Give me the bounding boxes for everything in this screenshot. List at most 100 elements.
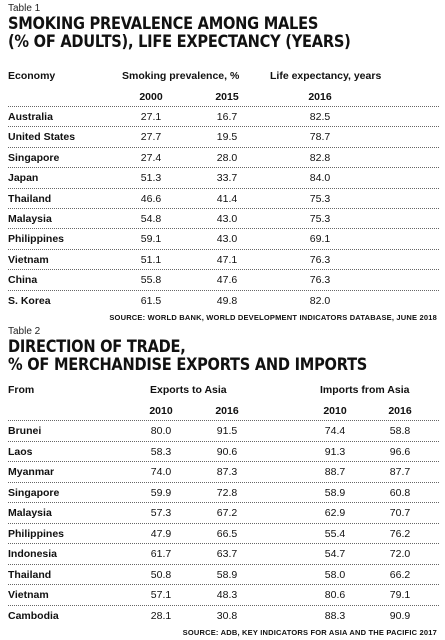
table1-row-name: S. Korea: [8, 294, 51, 307]
table2-row-name: Brunei: [8, 425, 42, 437]
table2-title-line2: % OF MERCHANDISE EXPORTS AND IMPORTS: [8, 355, 368, 375]
table2-row-name: Vietnam: [8, 589, 49, 601]
table2-row-divider: [8, 522, 439, 524]
table1-cell-c: 78.7: [309, 131, 331, 144]
table2-cell-a: 57.1: [150, 589, 172, 601]
table2-cell-a: 28.1: [150, 609, 172, 622]
table1-cell-b: 49.8: [216, 294, 238, 307]
table2-row-divider: [8, 604, 439, 606]
table2-cell-b: 91.5: [216, 425, 238, 437]
table2-cell-b: 90.6: [216, 445, 238, 458]
table1-row-name: Philippines: [8, 233, 65, 246]
table2-cell-c: 74.4: [324, 425, 346, 437]
table1-cell-a: 54.8: [140, 213, 162, 225]
table2-row-divider: [8, 563, 439, 565]
table2-cell-c: 80.6: [324, 589, 346, 601]
table2-cell-d: 79.1: [389, 589, 411, 601]
table1-row-name: China: [8, 274, 38, 287]
table1-cell-c: 76.3: [309, 253, 331, 266]
table2-source: SOURCE: ADB, KEY INDICATORS FOR ASIA AND…: [182, 628, 437, 637]
table1-cell-c: 76.3: [309, 274, 331, 287]
table1-cell-b: 43.0: [216, 233, 238, 246]
table2-row-divider: [8, 440, 439, 442]
table2-cell-d: 72.0: [389, 548, 411, 560]
table1-cell-b: 19.5: [216, 131, 238, 144]
table2-cell-b: 72.8: [216, 486, 238, 499]
table2-cell-c: 91.3: [324, 445, 346, 458]
table2-cell-c: 58.0: [324, 568, 346, 581]
table2-row-name: Myanmar: [8, 466, 55, 478]
table2-cell-c: 58.9: [324, 486, 346, 499]
table1-row-divider: [8, 289, 439, 291]
table2-cell-b: 87.3: [216, 466, 238, 478]
table1-row-divider: [8, 146, 439, 148]
table2-cell-d: 76.2: [389, 527, 411, 540]
table1-row-name: Malaysia: [8, 213, 52, 225]
table2-cell-a: 47.9: [150, 527, 172, 540]
table2-row-divider: [8, 461, 439, 462]
table2-cell-c: 54.7: [324, 548, 346, 560]
table1-cell-c: 82.8: [309, 151, 331, 164]
table1-row-divider: [8, 208, 439, 209]
table1-cell-b: 33.7: [216, 172, 238, 185]
table2-row-divider: [8, 502, 439, 503]
table2-cell-d: 87.7: [389, 466, 411, 478]
table2-cell-d: 70.7: [389, 507, 411, 519]
table1-cell-b: 47.6: [216, 274, 238, 287]
table1-cell-a: 51.3: [140, 172, 162, 185]
table2-imports-year-2010: 2010: [323, 405, 347, 417]
table2-exports-year-2010: 2010: [149, 405, 173, 417]
table1-row-name: United States: [8, 131, 76, 144]
table1-cell-a: 59.1: [140, 233, 162, 246]
table1-row-name: Singapore: [8, 151, 60, 164]
table1-year-2016: 2016: [308, 91, 332, 103]
table2-cell-d: 96.6: [389, 445, 411, 458]
table2-row-name: Singapore: [8, 486, 60, 499]
table2-cell-c: 88.7: [324, 466, 346, 478]
table1-cell-c: 84.0: [309, 172, 331, 185]
table1-row-divider: [8, 228, 439, 230]
table2-cell-a: 58.3: [150, 445, 172, 458]
table1-row-name: Thailand: [8, 192, 52, 205]
table1-cell-b: 43.0: [216, 213, 238, 225]
table2-imports-year-2016: 2016: [388, 405, 412, 417]
table2-cell-b: 48.3: [216, 589, 238, 601]
table1-cell-c: 82.0: [309, 294, 331, 307]
table2-cell-c: 62.9: [324, 507, 346, 519]
table2-cell-a: 50.8: [150, 568, 172, 581]
table1-cell-c: 82.5: [309, 111, 331, 123]
table1-cell-b: 28.0: [216, 151, 238, 164]
table1-header-smoking: Smoking prevalence, %: [122, 70, 240, 82]
table1-cell-c: 75.3: [309, 213, 331, 225]
table2-cell-b: 63.7: [216, 548, 238, 560]
table2-row-name: Malaysia: [8, 507, 52, 519]
table1-source: SOURCE: WORLD BANK, WORLD DEVELOPMENT IN…: [109, 313, 437, 322]
table2-cell-a: 61.7: [150, 548, 172, 560]
table1-row-name: Vietnam: [8, 253, 49, 266]
table1-cell-a: 27.4: [140, 151, 162, 164]
table2-row-divider: [8, 481, 439, 483]
table1-title-line1: SMOKING PREVALENCE AMONG MALES: [8, 14, 319, 34]
table2-row-divider: [8, 543, 439, 544]
table1-label: Table 1: [8, 3, 41, 14]
table2-cell-b: 30.8: [216, 609, 238, 622]
table1-cell-a: 61.5: [140, 294, 162, 307]
table1-title-line2: (% OF ADULTS), LIFE EXPECTANCY (YEARS): [8, 32, 351, 52]
table1-row-divider: [8, 248, 439, 250]
table2-header-divider: [8, 420, 439, 421]
table1-row-name: Australia: [8, 111, 53, 123]
table1-row-divider: [8, 269, 439, 271]
table2-row-name: Philippines: [8, 527, 65, 540]
table1-cell-b: 16.7: [216, 111, 238, 123]
table2-cell-d: 90.9: [389, 609, 411, 622]
table2-cell-d: 58.8: [389, 425, 411, 437]
table2-cell-b: 66.5: [216, 527, 238, 540]
table2-row-name: Indonesia: [8, 548, 58, 560]
table2-row-divider: [8, 584, 439, 585]
table1-cell-c: 75.3: [309, 192, 331, 205]
table1-header-divider: [8, 106, 439, 107]
table2-cell-d: 60.8: [389, 486, 411, 499]
table2-cell-b: 67.2: [216, 507, 238, 519]
table2-row-name: Cambodia: [8, 609, 59, 622]
table1-cell-a: 55.8: [140, 274, 162, 287]
